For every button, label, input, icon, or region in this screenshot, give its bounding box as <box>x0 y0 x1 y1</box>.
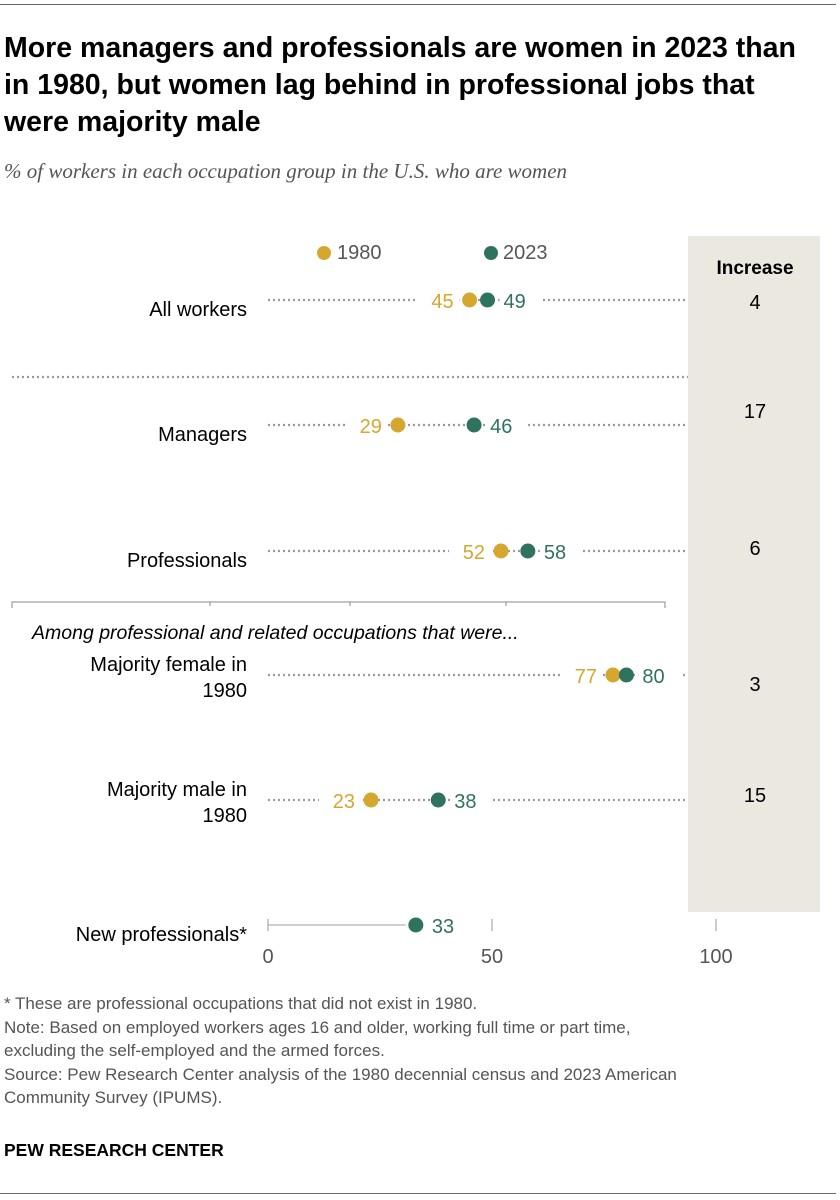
dot-1980-majority-female-in-1980 <box>605 667 621 683</box>
label-gap-1980-majority-male-in-1980 <box>319 788 362 812</box>
footnote-asterisk: * These are professional occupations tha… <box>4 994 478 1013</box>
value-label-1980-managers: 29 <box>360 416 382 438</box>
value-label-2023-new-professionals: 33 <box>432 916 454 938</box>
section-heading: Among professional and related occupatio… <box>31 622 519 644</box>
legend-label-2023: 2023 <box>503 242 548 264</box>
dot-2023-majority-female-in-1980 <box>618 667 634 683</box>
row-all-workers: All workers 45 49 4 <box>149 288 761 321</box>
value-label-2023-managers: 46 <box>490 416 512 438</box>
footnote-source-line2: Community Survey (IPUMS). <box>4 1088 223 1107</box>
bottom-rule <box>0 1193 836 1194</box>
row-label-professionals: Professionals <box>127 550 247 572</box>
increase-value-professionals: 6 <box>749 538 760 560</box>
row-label-majority-female-in-1980-line2: 1980 <box>203 680 248 702</box>
dot-2023-professionals <box>520 543 536 559</box>
row-label-managers: Managers <box>158 424 247 446</box>
dot-2023-all-workers <box>480 292 496 308</box>
footnote-source-line1: Source: Pew Research Center analysis of … <box>4 1064 677 1084</box>
value-label-1980-majority-female-in-1980: 77 <box>575 666 597 688</box>
value-label-2023-professionals: 58 <box>544 542 566 564</box>
increase-value-managers: 17 <box>744 401 766 423</box>
footnote-note-line1: Note: Based on employed workers ages 16 … <box>4 1017 631 1037</box>
label-gap-1980-professionals <box>448 539 491 563</box>
x-axis: 0 50 100 <box>262 919 733 968</box>
chart-rows: All workers 45 49 4 Managers 29 46 17 Profession… <box>76 288 766 946</box>
increase-value-all-workers: 4 <box>749 292 760 314</box>
dot-1980-professionals <box>493 543 509 559</box>
top-rule <box>0 4 836 5</box>
increase-value-majority-male-in-1980: 15 <box>744 785 766 807</box>
label-gap-2023-majority-male-in-1980 <box>450 788 493 812</box>
footnotes: * These are professional occupations tha… <box>4 992 834 1110</box>
value-label-1980-professionals: 52 <box>463 542 485 564</box>
legend-marker-1980 <box>317 246 331 260</box>
value-label-1980-all-workers: 45 <box>431 291 453 313</box>
x-tick-label-50: 50 <box>481 946 503 968</box>
dot-plot: Increase 1980 2023 Among professional an… <box>11 236 820 968</box>
row-label-new-professionals: New professionals* <box>76 924 247 946</box>
label-gap-2023-professionals <box>539 539 582 563</box>
brand-logo-text: PEW RESEARCH CENTER <box>4 1140 224 1160</box>
label-gap-1980-majority-female-in-1980 <box>560 663 603 687</box>
legend-label-1980: 1980 <box>337 242 382 264</box>
label-gap-2023-all-workers <box>499 288 542 312</box>
chart-title: More managers and professionals are wome… <box>4 32 796 138</box>
row-label-majority-male-in-1980-line2: 1980 <box>203 805 248 827</box>
legend: 1980 2023 <box>317 242 548 264</box>
row-professionals: Professionals 52 58 6 <box>127 538 761 572</box>
row-new-professionals: New professionals* 33 <box>76 913 470 946</box>
increase-value-majority-female-in-1980: 3 <box>749 674 760 696</box>
label-gap-2023-managers <box>486 413 529 437</box>
dot-1980-managers <box>390 417 406 433</box>
dot-2023-managers <box>466 417 482 433</box>
row-majority-male-in-1980: Majority male in 1980 23 38 15 <box>107 779 766 827</box>
dot-2023-new-professionals <box>408 917 424 933</box>
dot-1980-majority-male-in-1980 <box>363 792 379 808</box>
label-gap-2023-new-professionals <box>427 913 470 937</box>
footnote-note-line2: excluding the self-employed and the arme… <box>4 1041 385 1060</box>
label-gap-1980-managers <box>345 413 388 437</box>
legend-marker-2023 <box>484 246 498 260</box>
chart-subtitle: % of workers in each occupation group in… <box>4 159 568 183</box>
value-label-2023-majority-male-in-1980: 38 <box>454 791 476 813</box>
row-label-majority-male-in-1980-line1: Majority male in <box>107 779 247 801</box>
row-label-all-workers: All workers <box>149 299 247 321</box>
increase-column-panel <box>688 236 820 912</box>
value-label-2023-all-workers: 49 <box>504 291 526 313</box>
dot-1980-all-workers <box>462 292 478 308</box>
value-label-1980-majority-male-in-1980: 23 <box>333 791 355 813</box>
label-gap-1980-all-workers <box>417 288 460 312</box>
label-gap-2023-majority-female-in-1980 <box>638 663 681 687</box>
section-bracket <box>11 601 666 608</box>
row-label-majority-female-in-1980-line1: Majority female in <box>90 654 247 676</box>
increase-header: Increase <box>716 258 793 279</box>
dot-2023-majority-male-in-1980 <box>430 792 446 808</box>
x-tick-label-0: 0 <box>262 946 273 968</box>
x-tick-label-100: 100 <box>699 946 732 968</box>
value-label-2023-majority-female-in-1980: 80 <box>642 666 664 688</box>
row-managers: Managers 29 46 17 <box>158 401 766 446</box>
row-majority-female-in-1980: Majority female in 1980 77 80 3 <box>90 654 760 702</box>
